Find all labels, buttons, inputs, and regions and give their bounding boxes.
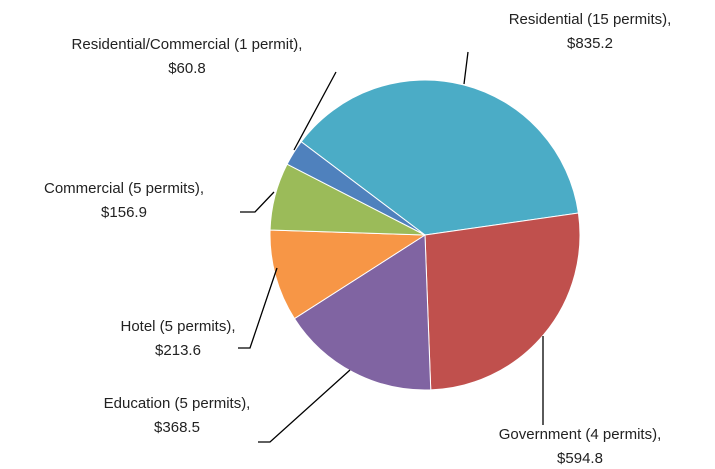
pie-slice: [293, 234, 432, 391]
slice-value-label: $594.8: [557, 450, 603, 467]
pie-slice: [300, 79, 579, 236]
slice-value-label: $213.6: [155, 342, 201, 359]
leader-line: [258, 369, 351, 443]
leader-line: [238, 267, 278, 349]
slice-value-label: $835.2: [567, 35, 613, 52]
slice-value-label: $156.9: [101, 204, 147, 221]
slice-value-label: $60.8: [168, 60, 206, 77]
pie-slice: [424, 212, 581, 391]
leader-line: [293, 71, 337, 151]
slice-label: Hotel (5 permits),: [120, 318, 235, 335]
slice-label: Government (4 permits),: [499, 426, 662, 443]
leader-line: [240, 191, 275, 213]
slice-value-label: $368.5: [154, 419, 200, 436]
pie-slice: [269, 229, 427, 320]
pie-slice: [286, 141, 426, 236]
slice-label: Residential (15 permits),: [509, 11, 672, 28]
slice-label: Education (5 permits),: [104, 395, 251, 412]
slice-label: Commercial (5 permits),: [44, 180, 204, 197]
slice-label: Residential/Commercial (1 permit),: [72, 36, 303, 53]
leader-line: [463, 51, 469, 85]
